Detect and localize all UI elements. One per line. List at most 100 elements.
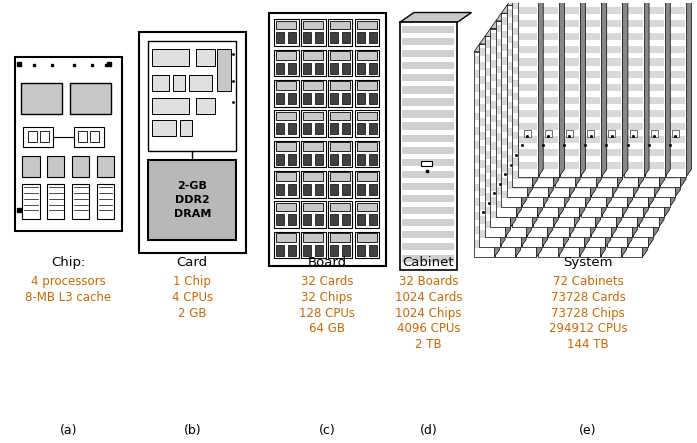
Bar (623, 155, 641, 163)
Bar (496, 21, 516, 217)
Bar (645, 106, 663, 114)
Bar (666, 0, 686, 177)
Bar (523, 168, 530, 175)
Bar (582, 0, 600, 1)
Polygon shape (521, 5, 527, 207)
Text: 1024 Cards: 1024 Cards (395, 291, 462, 304)
Polygon shape (580, 0, 585, 177)
Bar (507, 165, 525, 173)
Bar (519, 20, 537, 27)
Bar (276, 21, 296, 29)
Bar (315, 32, 323, 43)
Bar (518, 160, 536, 168)
Bar (656, 62, 674, 70)
Bar (523, 84, 542, 91)
Bar (70, 83, 111, 114)
Bar (539, 201, 558, 208)
Bar (661, 15, 680, 22)
Bar (517, 183, 535, 191)
Bar (581, 56, 599, 64)
Bar (491, 33, 510, 40)
Bar (645, 66, 663, 73)
Bar (496, 56, 514, 64)
Bar (152, 98, 189, 114)
Bar (635, 76, 653, 83)
Polygon shape (595, 21, 601, 227)
Bar (581, 70, 599, 78)
Bar (623, 226, 641, 234)
Bar (508, 142, 526, 149)
Bar (624, 25, 642, 32)
Bar (624, 133, 642, 141)
Polygon shape (650, 5, 675, 13)
Bar (641, 159, 659, 166)
Bar (549, 196, 556, 203)
Bar (634, 137, 652, 145)
Bar (641, 132, 659, 140)
Bar (475, 141, 493, 149)
Bar (645, 79, 663, 86)
Bar (592, 110, 610, 117)
Bar (613, 193, 631, 201)
Bar (513, 28, 531, 35)
Polygon shape (665, 0, 671, 177)
Bar (613, 9, 631, 17)
Bar (576, 93, 595, 100)
Bar (523, 31, 542, 38)
Bar (516, 52, 537, 257)
Bar (592, 181, 611, 189)
Bar (534, 156, 552, 163)
Bar (645, 174, 663, 181)
Bar (315, 214, 323, 225)
Bar (555, 47, 573, 54)
Bar (40, 131, 49, 142)
Bar (328, 171, 353, 198)
Bar (625, 162, 643, 169)
Bar (581, 98, 599, 106)
Bar (560, 240, 578, 248)
Bar (597, 187, 604, 194)
Bar (556, 80, 574, 87)
Bar (544, 132, 562, 140)
Bar (619, 145, 637, 152)
Bar (613, 128, 631, 136)
Bar (539, 212, 557, 220)
Bar (561, 162, 579, 169)
Bar (634, 40, 652, 48)
Bar (534, 197, 552, 205)
Bar (604, 7, 622, 14)
Polygon shape (494, 44, 500, 257)
Bar (480, 202, 498, 210)
Polygon shape (543, 36, 569, 44)
Bar (139, 32, 246, 253)
Bar (556, 41, 574, 48)
Bar (602, 155, 620, 163)
Bar (661, 145, 680, 152)
Bar (289, 245, 296, 256)
Bar (571, 124, 589, 131)
Bar (560, 39, 579, 46)
Bar (608, 164, 626, 172)
Polygon shape (585, 5, 590, 207)
Bar (601, 52, 621, 257)
Bar (535, 106, 553, 113)
Text: 4 CPUs: 4 CPUs (171, 291, 213, 304)
Bar (502, 104, 520, 112)
Bar (560, 187, 579, 195)
Bar (613, 207, 631, 214)
Bar (571, 159, 578, 166)
Bar (519, 123, 537, 130)
Bar (508, 23, 526, 30)
Bar (533, 187, 540, 194)
Polygon shape (675, 0, 680, 197)
Bar (645, 25, 663, 32)
Bar (582, 20, 600, 27)
Bar (641, 145, 659, 152)
Bar (355, 50, 379, 76)
Bar (475, 155, 493, 163)
Polygon shape (643, 13, 648, 217)
Bar (523, 57, 542, 65)
Bar (355, 201, 379, 228)
Bar (555, 88, 573, 95)
Bar (301, 171, 325, 198)
